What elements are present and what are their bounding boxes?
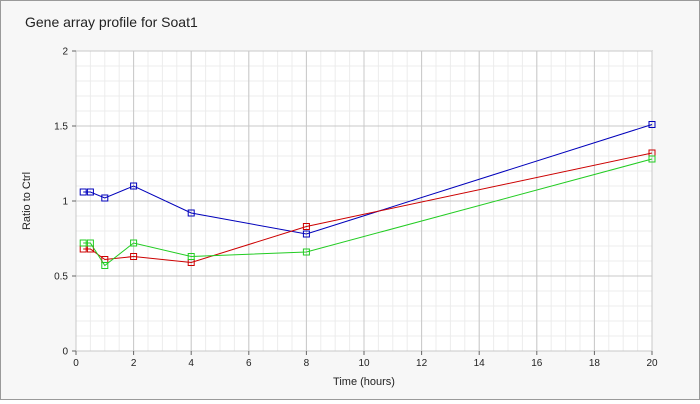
series-3 bbox=[79, 155, 656, 269]
data-point-marker bbox=[101, 194, 109, 202]
data-point-marker bbox=[302, 248, 310, 256]
x-tick-label: 4 bbox=[188, 358, 194, 369]
y-tick-label: 1 bbox=[62, 197, 68, 208]
data-point-marker bbox=[86, 188, 94, 196]
data-point-marker bbox=[648, 121, 656, 128]
data-point-marker bbox=[79, 239, 87, 247]
series-layer bbox=[79, 121, 656, 269]
data-point-marker bbox=[130, 253, 138, 260]
x-tick-label: 14 bbox=[474, 358, 486, 369]
data-point-marker bbox=[86, 239, 94, 247]
x-tick-label: 20 bbox=[646, 358, 658, 369]
y-tick-label: 0.5 bbox=[54, 272, 68, 283]
x-tick-label: 2 bbox=[131, 358, 137, 369]
x-tick-label: 10 bbox=[358, 358, 370, 369]
data-point-marker bbox=[187, 253, 195, 260]
y-tick-label: 0 bbox=[62, 347, 68, 358]
series-1 bbox=[79, 121, 656, 238]
x-tick-label: 0 bbox=[73, 358, 79, 369]
series-line bbox=[83, 124, 653, 235]
data-point-marker bbox=[187, 209, 195, 217]
x-axis-ticks: 0 2 4 6 8 10 12 14 16 18 20 bbox=[73, 351, 658, 369]
data-point-marker bbox=[130, 239, 138, 247]
x-tick-label: 12 bbox=[416, 358, 428, 369]
data-point-marker bbox=[79, 188, 87, 196]
x-tick-label: 8 bbox=[304, 358, 310, 369]
series-line bbox=[83, 158, 653, 267]
y-tick-label: 2 bbox=[62, 47, 68, 58]
data-point-marker bbox=[130, 182, 138, 190]
y-axis-ticks: 0 0.5 1 1.5 2 bbox=[54, 47, 76, 358]
chart-title: Gene array profile for Soat1 bbox=[25, 14, 198, 30]
data-point-marker bbox=[101, 262, 109, 269]
x-tick-label: 18 bbox=[589, 358, 601, 369]
data-point-marker bbox=[302, 223, 310, 230]
y-tick-label: 1.5 bbox=[54, 122, 68, 133]
y-axis-label: Ratio to Ctrl bbox=[21, 172, 33, 230]
x-tick-label: 16 bbox=[531, 358, 543, 369]
data-point-marker bbox=[648, 155, 656, 163]
data-point-marker bbox=[302, 230, 310, 238]
x-tick-label: 6 bbox=[246, 358, 252, 369]
x-axis-label: Time (hours) bbox=[333, 376, 395, 388]
series-line bbox=[83, 152, 653, 264]
